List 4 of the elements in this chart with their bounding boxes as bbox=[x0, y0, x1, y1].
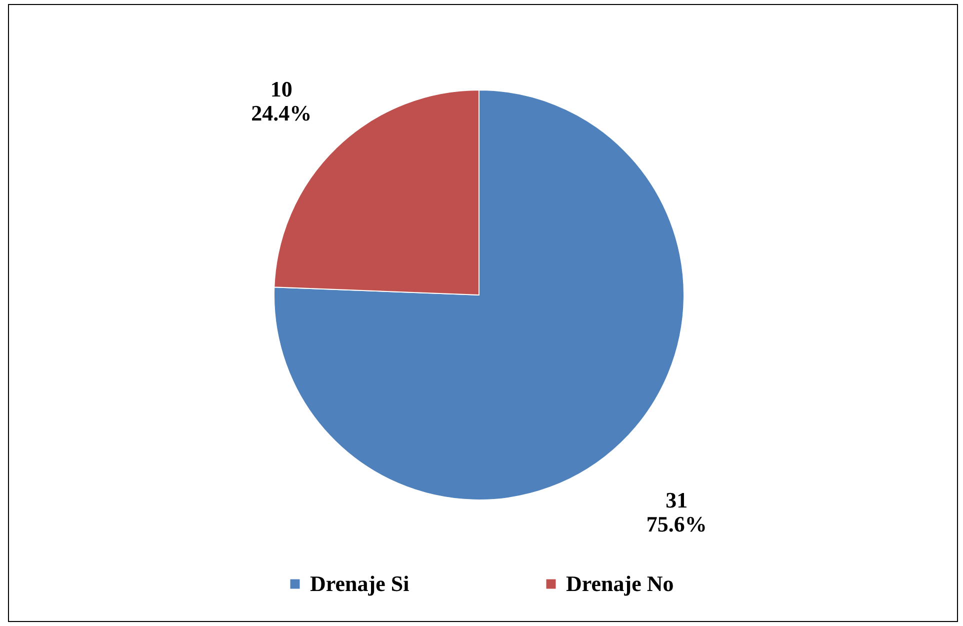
data-label: 10 24.4% bbox=[251, 76, 312, 126]
legend-label: Drenaje No bbox=[566, 571, 674, 596]
legend-label: Drenaje Si bbox=[310, 571, 410, 596]
data-label: 31 75.6% bbox=[646, 487, 707, 536]
